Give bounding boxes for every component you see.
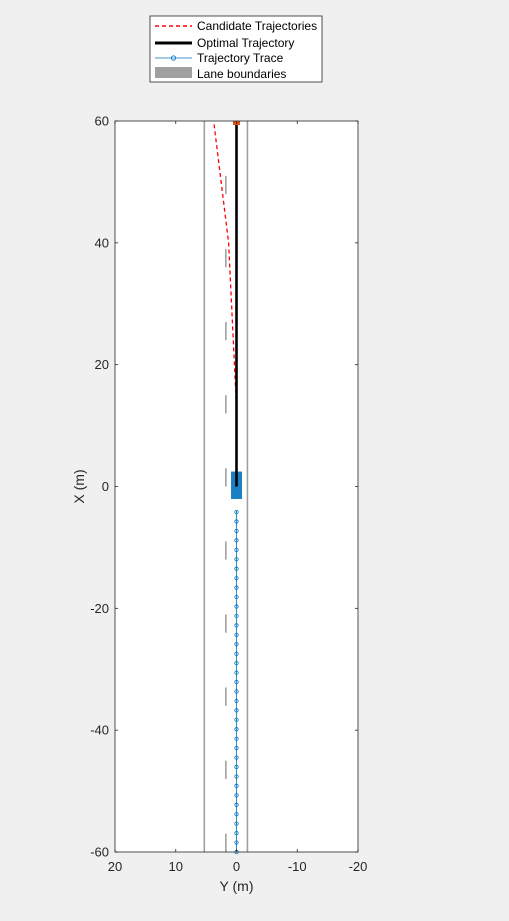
- trajectory-trace-point-12: [234, 736, 239, 741]
- trajectory-trace-point-10: [234, 755, 239, 760]
- trajectory-trace-point-20: [234, 661, 239, 666]
- x-tick-label-3: -10: [288, 859, 307, 874]
- y-tick-label-5: 40: [95, 235, 109, 250]
- trajectory-trace-point-14: [234, 717, 239, 722]
- legend-label-lane: Lane boundaries: [197, 67, 286, 81]
- y-tick-label-1: -40: [90, 723, 109, 738]
- legend-label-optimal: Optimal Trajectory: [197, 36, 294, 50]
- trajectory-trace-point-22: [234, 642, 239, 647]
- trajectory-trace-point-9: [234, 764, 239, 770]
- x-tick-label-2: 0: [233, 859, 240, 874]
- y-tick-label-2: -20: [90, 601, 109, 616]
- trajectory-trace-point-35: [234, 519, 239, 524]
- trajectory-trace-point-30: [234, 566, 239, 571]
- trajectory-trace-point-24: [234, 623, 239, 628]
- trajectory-trace-point-3: [234, 821, 239, 826]
- x-tick-label-1: 10: [169, 859, 183, 874]
- trajectory-trace-point-18: [234, 679, 239, 685]
- trajectory-trace-point-31: [234, 557, 239, 562]
- x-tick-label-0: 20: [108, 859, 122, 874]
- x-tick-label-4: -20: [349, 859, 368, 874]
- trajectory-trace-point-29: [234, 576, 239, 581]
- trajectory-trace-point-33: [234, 538, 239, 543]
- trajectory-trace-point-23: [234, 632, 239, 637]
- legend-swatch-trace-marker: [170, 55, 177, 61]
- legend-swatch-lane: [155, 67, 192, 78]
- y-tick-label-4: 20: [95, 357, 109, 372]
- trajectory-trace-point-2: [234, 831, 239, 836]
- trajectory-trace-point-21: [234, 651, 239, 656]
- trajectory-trace-point-19: [234, 670, 239, 675]
- axis-ticks: 20 10 0 -10 -20 -60 -40 -20 0 20 40 60: [90, 114, 367, 875]
- trajectory-trace-point-8: [234, 774, 239, 779]
- trajectory-trace-point-4: [234, 812, 239, 817]
- plot-content: [203, 121, 249, 855]
- trajectory-trace-point-26: [234, 604, 239, 609]
- y-tick-label-0: -60: [90, 845, 109, 860]
- trajectory-trace-point-32: [234, 547, 239, 552]
- x-axis-label: Y (m): [220, 878, 254, 894]
- trajectory-trace-point-34: [234, 528, 239, 534]
- trajectory-trace-point-16: [234, 698, 239, 704]
- trajectory-trace-point-7: [234, 783, 239, 789]
- candidate-trajectory-line: [213, 123, 238, 408]
- trajectory-trace-point-13: [234, 727, 239, 732]
- trajectory-trace-point-1: [234, 840, 239, 845]
- trajectory-trace-point-11: [234, 746, 239, 751]
- trajectory-trace-point-36: [234, 509, 239, 515]
- trajectory-trace-point-25: [234, 613, 239, 619]
- legend-label-candidate: Candidate Trajectories: [197, 19, 317, 33]
- trajectory-trace-point-6: [234, 793, 239, 798]
- trajectory-trace-point-15: [234, 708, 239, 713]
- trajectory-trace-point-5: [234, 802, 239, 807]
- y-axis-label: X (m): [71, 469, 87, 503]
- legend-label-trace: Trajectory Trace: [197, 51, 284, 65]
- legend: Candidate Trajectories Optimal Trajector…: [149, 15, 323, 83]
- trajectory-trace-point-28: [234, 585, 239, 590]
- y-tick-label-6: 60: [95, 114, 109, 129]
- trajectory-trace-point-17: [234, 689, 239, 694]
- y-tick-label-3: 0: [102, 479, 109, 494]
- trajectory-trace-point-27: [234, 594, 239, 600]
